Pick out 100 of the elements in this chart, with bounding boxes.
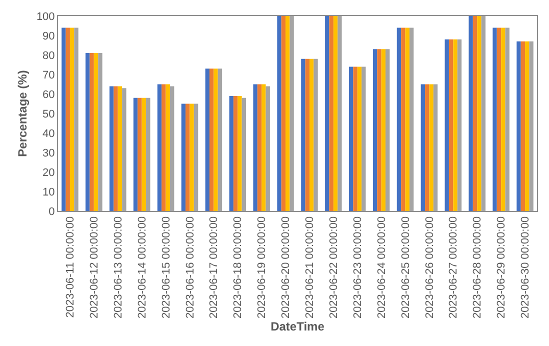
bar [353,66,358,211]
bar [170,86,174,211]
y-axis-title: Percentage (%) [16,70,30,157]
bar [133,98,138,211]
bar [166,84,170,211]
bar [281,16,286,211]
bar [138,98,142,211]
bar [529,41,534,211]
bar [90,53,94,211]
x-tick-label: 2023-06-28 00:00:00 [472,216,484,319]
bar [190,104,194,211]
bar [305,58,310,211]
bar [372,49,378,211]
bar [74,28,78,211]
bar [409,28,414,211]
bar [214,68,218,211]
bar [309,58,314,211]
bar [396,28,402,211]
bar [314,58,318,211]
bar [277,16,282,211]
bar [218,68,222,211]
x-tick-label: 2023-06-15 00:00:00 [160,216,172,319]
bar [501,28,506,211]
bar [238,96,242,211]
x-tick-label: 2023-06-30 00:00:00 [520,216,532,319]
bar [114,86,118,211]
bar [209,68,214,211]
y-tick-label: 40 [42,128,55,140]
x-tick-label: 2023-06-25 00:00:00 [400,216,412,319]
x-tick-label: 2023-06-21 00:00:00 [304,216,316,319]
bar [348,66,354,211]
bar [162,84,166,211]
bar [66,28,70,211]
y-tick-label: 20 [42,166,55,179]
bar [98,53,102,211]
bar [516,41,521,211]
bar [520,41,526,211]
bar [266,86,270,211]
x-tick-label: 2023-06-29 00:00:00 [496,216,508,319]
x-tick-label: 2023-06-24 00:00:00 [376,216,388,319]
bar [481,16,486,211]
bar [444,39,449,211]
bar [386,49,390,211]
x-tick-label: 2023-06-11 00:00:00 [64,216,77,318]
bar [253,84,258,211]
y-tick-label: 10 [42,186,55,198]
x-tick-label: 2023-06-27 00:00:00 [448,216,460,319]
bar [505,28,510,211]
bar [329,16,334,211]
x-tick-label: 2023-06-17 00:00:00 [208,216,220,319]
bar [429,84,434,211]
bar [453,39,458,211]
bar [377,49,382,211]
bar [301,58,306,211]
bar [86,53,90,211]
x-axis-title: DateTime [270,319,325,334]
x-tick-label: 2023-06-16 00:00:00 [184,216,196,319]
bar [262,84,266,211]
bar [338,16,342,211]
x-tick-label: 2023-06-26 00:00:00 [424,216,436,319]
y-tick-label: 90 [42,30,55,42]
bar [229,96,234,211]
bar [122,88,126,211]
bar [333,16,338,211]
y-tick-label: 80 [42,50,55,62]
bar [381,49,386,211]
bar [362,66,366,211]
bar [477,16,482,211]
y-tick-label: 30 [42,147,55,160]
bar [492,28,497,211]
bar [242,98,246,211]
y-tick-label: 100 [36,10,55,23]
bar [70,28,74,211]
bar [468,16,473,211]
y-tick-label: 50 [42,108,55,120]
x-tick-label: 2023-06-22 00:00:00 [328,216,340,319]
bar [496,28,502,211]
bar [94,53,98,211]
bar [146,98,150,211]
bar [357,66,362,211]
bar [118,86,122,211]
bar [420,84,426,211]
bar [472,16,478,211]
bar [109,86,114,211]
x-tick-label: 2023-06-13 00:00:00 [112,216,124,319]
bar [525,41,530,211]
bar [290,16,294,211]
x-tick-label: 2023-06-12 00:00:00 [88,216,100,319]
bar [425,84,430,211]
x-tick-label: 2023-06-18 00:00:00 [232,216,244,319]
bar [433,84,438,211]
bar [405,28,410,211]
x-tick-label: 2023-06-14 00:00:00 [136,216,148,319]
bar [186,104,190,211]
y-tick-label: 0 [48,206,55,218]
bar [457,39,462,211]
bar [194,104,198,211]
bar [325,16,330,211]
bar [448,39,454,211]
bar [286,16,290,211]
